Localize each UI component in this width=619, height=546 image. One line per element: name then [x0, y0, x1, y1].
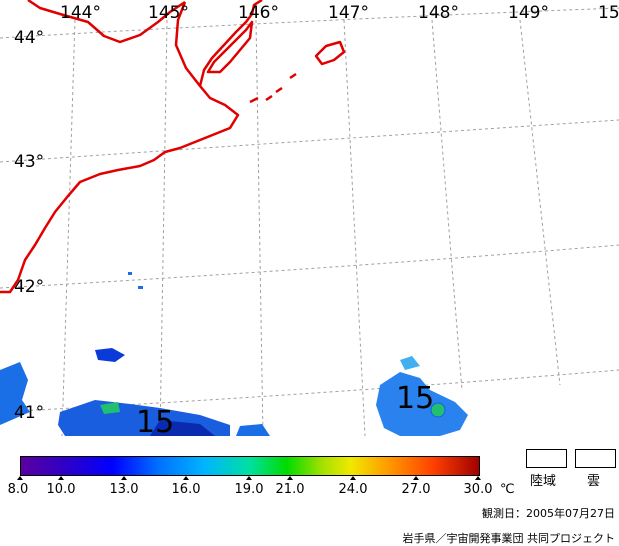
- shiretoko-peninsula: [198, 0, 263, 87]
- tick-mark: [475, 476, 481, 480]
- tick-label-16: 16.0: [171, 482, 201, 497]
- meridian-147: [343, 19, 366, 436]
- tick-label-30: 30.0: [463, 482, 493, 497]
- lon-label-146: 146°: [238, 3, 279, 23]
- kunashiri-island: [206, 20, 254, 74]
- meridian-148: [431, 19, 463, 391]
- parallel-43: [0, 119, 619, 163]
- lon-label-149: 149°: [508, 3, 549, 23]
- sst-patch-east: [376, 372, 468, 436]
- sst-patch-southwest: [0, 362, 30, 425]
- parallel-44: [0, 7, 619, 39]
- tick-label-21: 21.0: [275, 482, 305, 497]
- tick-mark: [17, 476, 23, 480]
- tick-label-10: 10.0: [46, 482, 76, 497]
- sst-patch-bottom-green: [100, 402, 120, 414]
- parallel-41: [0, 369, 619, 413]
- tick-mark: [121, 476, 127, 480]
- sst-patch-east-green: [430, 402, 446, 418]
- lon-label-147: 147°: [328, 3, 369, 23]
- longitude-labels: 144° 145° 146° 147° 148° 149° 15: [60, 3, 619, 23]
- tick-label-13: 13.0: [109, 482, 139, 497]
- sst-patches: [0, 272, 468, 436]
- contour-label-west: 15: [136, 405, 174, 436]
- lon-label-144: 144°: [60, 3, 101, 23]
- graticule: [0, 7, 619, 436]
- contour-labels: 15 15: [136, 381, 434, 436]
- temperature-unit: ℃: [500, 482, 515, 497]
- cloud-label: 雲: [587, 474, 601, 489]
- credit-line: 岩手県／宇宙開発事業団 共同プロジェクト: [402, 532, 616, 545]
- sst-patch-bottom-dark: [150, 420, 215, 436]
- tick-mark: [58, 476, 64, 480]
- shikotan-island: [314, 40, 346, 66]
- temperature-color-bar: [20, 456, 480, 476]
- habomai-islands: [249, 72, 297, 104]
- sst-patch-west-small: [95, 348, 125, 362]
- cloud-swatch: [575, 449, 616, 468]
- tick-mark: [413, 476, 419, 480]
- tick-label-24: 24.0: [338, 482, 368, 497]
- tick-mark: [350, 476, 356, 480]
- tick-mark: [183, 476, 189, 480]
- meridian-149: [519, 19, 561, 386]
- tick-label-8: 8.0: [7, 482, 29, 497]
- land-label: 陸域: [530, 474, 557, 489]
- sea-surface-temperature-map: 144° 145° 146° 147° 148° 149° 15 44° 43°…: [0, 0, 619, 436]
- observation-date: 観測日：2005年07月27日: [482, 507, 615, 520]
- tick-label-27: 27.0: [401, 482, 431, 497]
- tick-mark: [287, 476, 293, 480]
- lon-label-145: 145°: [148, 3, 189, 23]
- lat-label-43: 43°: [14, 152, 44, 172]
- tick-mark: [246, 476, 252, 480]
- land-swatch: [526, 449, 567, 468]
- lon-label-150: 15: [598, 3, 619, 23]
- contour-label-east: 15: [396, 381, 434, 416]
- latitude-labels: 44° 43° 42° 41°: [14, 28, 44, 423]
- sst-dot-1: [128, 272, 132, 275]
- meridian-145: [159, 19, 168, 436]
- sst-patch-east-light: [400, 356, 420, 370]
- coastline: [0, 0, 346, 294]
- lon-label-148: 148°: [418, 3, 459, 23]
- sst-dot-2: [138, 286, 143, 289]
- hokkaido-coast: [0, 0, 240, 294]
- lat-label-41: 41°: [14, 403, 44, 423]
- meridian-144: [61, 19, 76, 436]
- parallel-42: [0, 244, 619, 289]
- meridian-146: [255, 19, 264, 436]
- lat-label-42: 42°: [14, 277, 44, 297]
- lat-label-44: 44°: [14, 28, 44, 48]
- sst-patch-bottom-center: [236, 424, 270, 436]
- tick-label-19: 19.0: [234, 482, 264, 497]
